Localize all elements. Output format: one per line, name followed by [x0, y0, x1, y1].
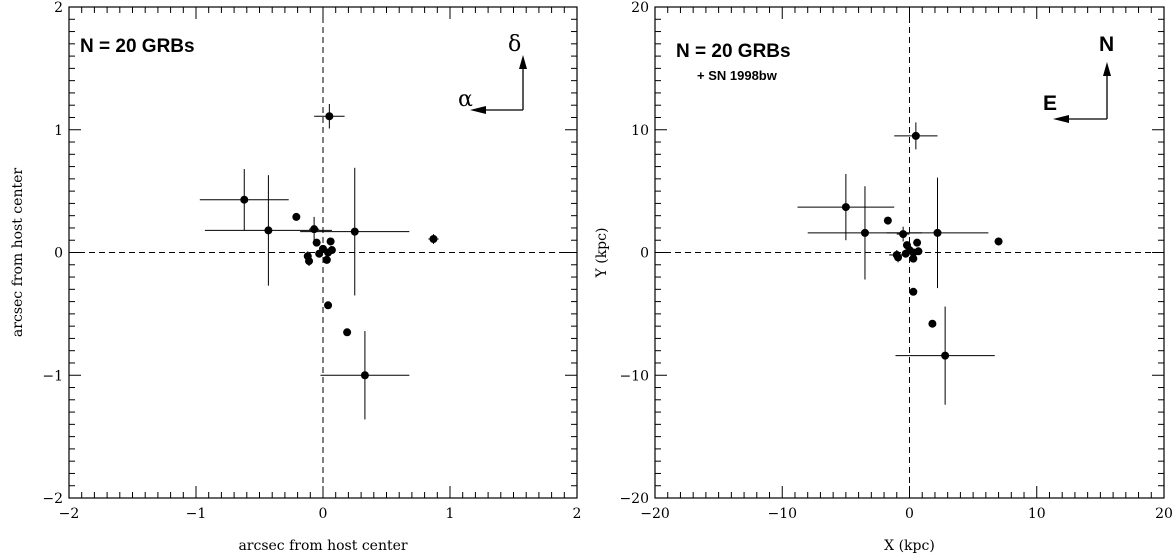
data-point — [322, 255, 331, 264]
data-point — [913, 238, 922, 247]
data-point — [994, 237, 1003, 246]
data-point — [911, 131, 920, 140]
data-point — [914, 247, 923, 256]
x-axis-label: X (kpc) — [884, 538, 935, 554]
y-tick-label: −10 — [619, 368, 649, 384]
x-tick-label: 0 — [319, 506, 328, 522]
sample-size-annotation: N = 20 GRBs — [676, 41, 791, 62]
data-point — [315, 249, 324, 258]
sample-size-annotation: N = 20 GRBs — [80, 36, 195, 57]
x-tick-label: 20 — [1155, 506, 1173, 522]
data-point — [941, 351, 950, 360]
data-point — [240, 195, 249, 204]
compass-left-label: α — [458, 87, 473, 112]
data-point — [841, 203, 850, 212]
compass-up-label: δ — [508, 32, 521, 57]
data-point — [901, 249, 910, 258]
data-point — [899, 230, 908, 239]
data-point — [324, 301, 333, 310]
x-tick-label: 2 — [573, 506, 582, 522]
y-tick-label: 1 — [54, 123, 63, 139]
data-point — [343, 328, 352, 337]
y-axis-label: Y (kpc) — [594, 228, 610, 279]
data-point — [909, 254, 918, 263]
chart-panel-1: −2 −1 0 1 2 −2 −1 0 1 2 arcsec from host center arc… — [10, 0, 581, 554]
y-axis-label: arcsec from host center — [10, 168, 26, 337]
data-point — [928, 319, 937, 328]
data-point — [264, 226, 273, 235]
data-point — [312, 238, 321, 247]
compass-left-arrowhead — [1053, 115, 1069, 123]
data-point — [883, 216, 892, 225]
data-point — [305, 257, 314, 266]
data-point — [325, 112, 334, 121]
compass-up-arrowhead — [1103, 62, 1111, 76]
supernova-annotation: + SN 1998bw — [697, 68, 778, 83]
data-point — [860, 228, 869, 237]
data-point — [327, 246, 336, 255]
compass-left-label: E — [1043, 92, 1057, 115]
data-point — [429, 234, 438, 243]
x-tick-label: 0 — [905, 506, 914, 522]
data-point — [933, 228, 942, 237]
compass-up-arrowhead — [519, 55, 527, 69]
compass-up-label: N — [1099, 33, 1114, 56]
y-tick-label: 2 — [54, 0, 63, 16]
x-tick-label: 10 — [1028, 506, 1046, 522]
x-tick-label: 1 — [446, 506, 455, 522]
data-point — [326, 237, 335, 246]
compass-left-arrowhead — [470, 106, 486, 114]
data-point — [292, 212, 301, 221]
y-tick-label: 20 — [631, 0, 649, 16]
data-point — [350, 227, 359, 236]
data-point — [310, 225, 319, 234]
x-tick-label: −1 — [186, 506, 207, 522]
y-tick-label: 0 — [640, 246, 649, 262]
x-tick-label: −2 — [59, 506, 80, 522]
y-tick-label: −2 — [42, 491, 63, 507]
chart-panel-2: −20 −10 0 10 20 −20 −10 0 10 20 X (kpc) Y (kpc) N = … — [594, 0, 1173, 554]
data-point — [909, 287, 918, 296]
y-tick-label: −20 — [619, 491, 649, 507]
x-tick-label: −20 — [640, 506, 670, 522]
x-tick-label: −10 — [767, 506, 797, 522]
y-tick-label: 10 — [631, 123, 649, 139]
data-point — [894, 253, 903, 262]
y-tick-label: −1 — [42, 368, 63, 384]
y-tick-label: 0 — [54, 246, 63, 262]
x-axis-label: arcsec from host center — [238, 538, 407, 554]
data-point — [360, 371, 369, 380]
